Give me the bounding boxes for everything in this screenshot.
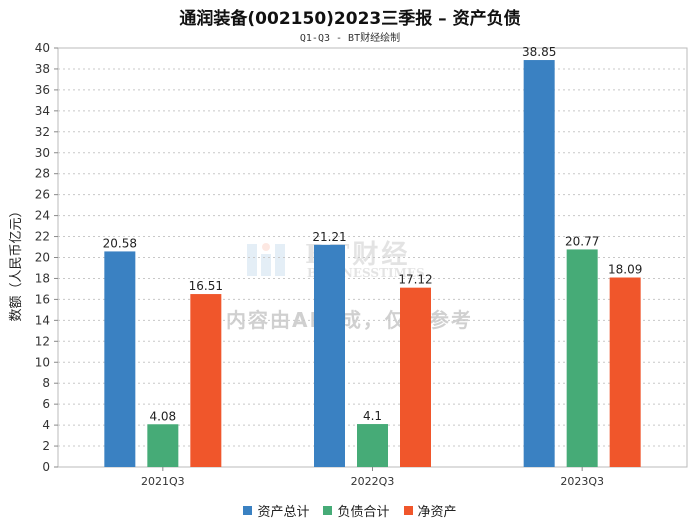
- chart-subtitle: Q1-Q3 - BT财经绘制: [299, 33, 401, 44]
- bar-value-label: 4.1: [363, 409, 382, 423]
- bar-value-label: 16.51: [189, 279, 223, 293]
- x-tick-label: 2022Q3: [351, 475, 395, 488]
- legend-item[interactable]: 资产总计: [243, 501, 309, 520]
- bar[interactable]: [357, 424, 388, 467]
- y-tick-label: 14: [35, 313, 50, 327]
- legend-label: 净资产: [417, 505, 457, 520]
- bar-value-label: 20.77: [565, 234, 599, 248]
- y-tick-label: 10: [35, 355, 50, 369]
- bar-value-label: 21.21: [312, 230, 346, 244]
- legend-item[interactable]: 负债合计: [323, 501, 390, 520]
- y-tick-label: 20: [35, 251, 50, 265]
- legend-label: 资产总计: [257, 505, 310, 520]
- y-tick-label: 36: [35, 83, 50, 97]
- y-tick-label: 26: [35, 188, 50, 202]
- chart-title: 通润装备(002150)2023三季报 – 资产负债: [179, 9, 521, 29]
- bar[interactable]: [400, 287, 431, 467]
- y-tick-label: 22: [35, 230, 50, 244]
- bar[interactable]: [314, 244, 345, 467]
- y-tick-label: 16: [35, 292, 50, 306]
- x-tick-label: 2023Q3: [560, 475, 604, 488]
- bar-value-label: 4.08: [149, 409, 176, 423]
- bar-value-label: 38.85: [522, 45, 556, 59]
- y-tick-label: 12: [35, 334, 50, 348]
- y-axis-label: 数额（人民币亿元）: [9, 204, 24, 321]
- bar-value-label: 18.09: [608, 263, 642, 277]
- y-tick-label: 6: [42, 397, 50, 411]
- y-tick-label: 30: [35, 146, 50, 160]
- y-tick-label: 32: [35, 125, 50, 139]
- y-tick-label: 4: [42, 418, 50, 432]
- bar[interactable]: [147, 424, 179, 467]
- chart-legend: 资产总计 负债合计 净资产: [0, 501, 700, 520]
- y-tick-label: 34: [35, 104, 50, 118]
- y-tick-label: 28: [35, 167, 50, 181]
- y-tick-label: 2: [42, 439, 50, 453]
- legend-swatch: [403, 506, 413, 515]
- bar[interactable]: [190, 294, 222, 467]
- bar[interactable]: [523, 60, 555, 467]
- y-tick-label: 40: [35, 41, 50, 55]
- y-tick-label: 0: [42, 460, 50, 474]
- bar[interactable]: [566, 249, 598, 467]
- legend-swatch: [323, 506, 333, 515]
- x-tick-label: 2021Q3: [141, 475, 185, 488]
- bar[interactable]: [104, 251, 136, 467]
- y-tick-label: 38: [35, 62, 50, 76]
- legend-swatch: [243, 506, 253, 515]
- y-tick-label: 24: [35, 209, 50, 223]
- bar[interactable]: [609, 277, 641, 467]
- y-tick-label: 8: [42, 376, 50, 390]
- bar-value-label: 17.12: [398, 273, 432, 287]
- bar-chart: 20.58 4.08 16.51 21.21 4.1 17.12 38.85 20.77 18.…: [9, 41, 688, 488]
- y-tick-label: 18: [35, 271, 50, 285]
- bar-value-label: 20.58: [103, 236, 137, 250]
- legend-item[interactable]: 净资产: [403, 501, 457, 520]
- legend-label: 负债合计: [337, 505, 390, 520]
